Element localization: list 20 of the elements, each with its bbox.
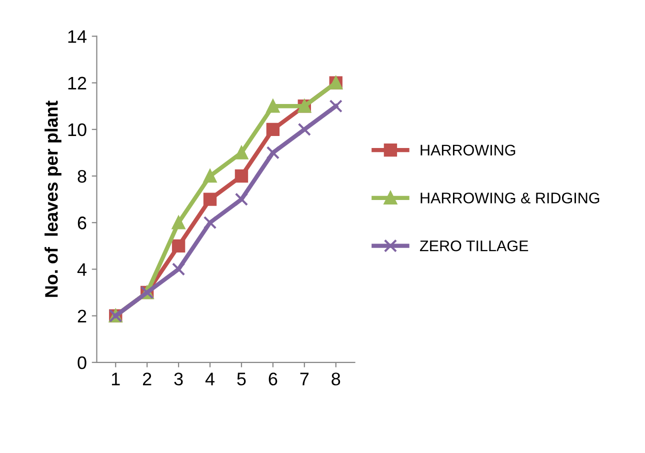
x-tick-label: 8 <box>332 372 340 386</box>
y-axis-title: No. of leaves per plant <box>44 100 62 297</box>
y-tick-label: 14 <box>68 30 86 43</box>
x-tick-label: 7 <box>300 372 309 386</box>
y-tick-label: 4 <box>77 263 86 276</box>
x-tick-label: 1 <box>112 372 120 386</box>
y-tick-label: 8 <box>78 170 86 183</box>
x-tick-label: 4 <box>205 372 215 386</box>
legend-label: HARROWING <box>420 144 516 156</box>
legend-label: HARROWING & RIDGING <box>420 192 600 204</box>
y-tick-label: 2 <box>78 310 86 322</box>
y-tick-label: 10 <box>68 123 86 136</box>
y-tick-label: 6 <box>78 216 86 230</box>
x-tick-label: 6 <box>268 372 278 386</box>
legend-label: ZERO TILLAGE <box>420 240 528 252</box>
y-tick-label: 12 <box>68 76 86 90</box>
x-tick-label: 5 <box>237 372 246 386</box>
x-tick-label: 2 <box>142 372 152 386</box>
x-tick-label: 3 <box>174 372 183 386</box>
y-tick-label: 0 <box>78 356 86 370</box>
